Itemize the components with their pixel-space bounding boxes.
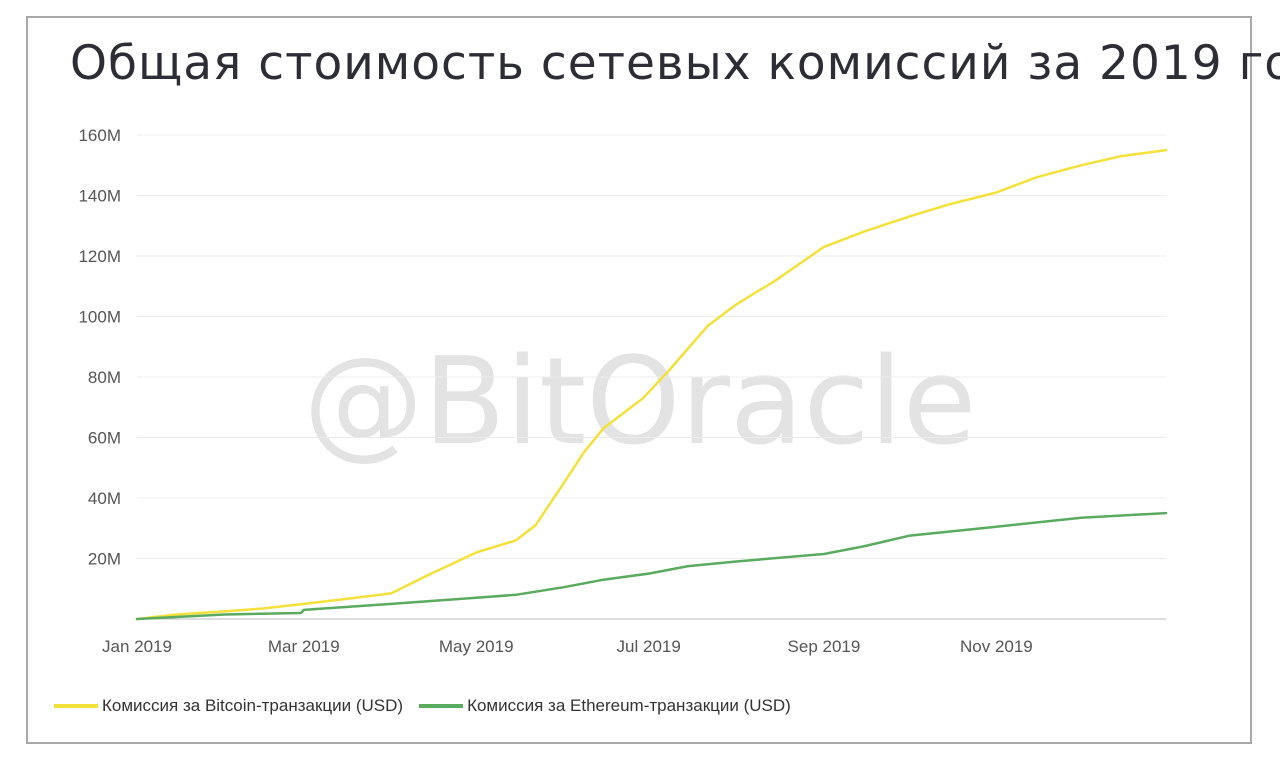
y-tick-label: 140M (78, 187, 121, 206)
x-tick-label: May 2019 (439, 637, 514, 656)
x-tick-label: Sep 2019 (788, 637, 861, 656)
series-line-ethereum (135, 511, 1168, 621)
series-line-bitcoin (135, 148, 1168, 621)
legend: Комиссия за Bitcoin-транзакции (USD) Ком… (54, 696, 807, 716)
x-tick-label: Mar 2019 (268, 637, 340, 656)
chart-title: Общая стоимость сетевых комиссий за 2019… (70, 36, 1280, 91)
y-tick-label: 80M (88, 368, 121, 387)
legend-label-bitcoin: Комиссия за Bitcoin-транзакции (USD) (102, 696, 404, 715)
x-tick-label: Jan 2019 (102, 637, 172, 656)
chart-frame (26, 16, 1252, 744)
y-tick-label: 120M (78, 247, 121, 266)
y-tick-label: 40M (88, 489, 121, 508)
y-tick-label: 20M (88, 550, 121, 569)
legend-label-ethereum: Комиссия за Ethereum-транзакции (USD) (467, 696, 791, 715)
legend-swatch-bitcoin (54, 704, 98, 708)
legend-swatch-ethereum (419, 704, 464, 708)
x-tick-label: Jul 2019 (617, 637, 681, 656)
legend-item-bitcoin[interactable]: Комиссия за Bitcoin-транзакции (USD) (54, 696, 403, 716)
legend-item-ethereum[interactable]: Комиссия за Ethereum-транзакции (USD) (419, 696, 791, 716)
y-tick-label: 60M (88, 429, 121, 448)
x-tick-label: Nov 2019 (960, 637, 1033, 656)
y-tick-label: 160M (78, 126, 121, 145)
y-tick-label: 100M (78, 308, 121, 327)
watermark: @BitOracle (303, 333, 976, 472)
